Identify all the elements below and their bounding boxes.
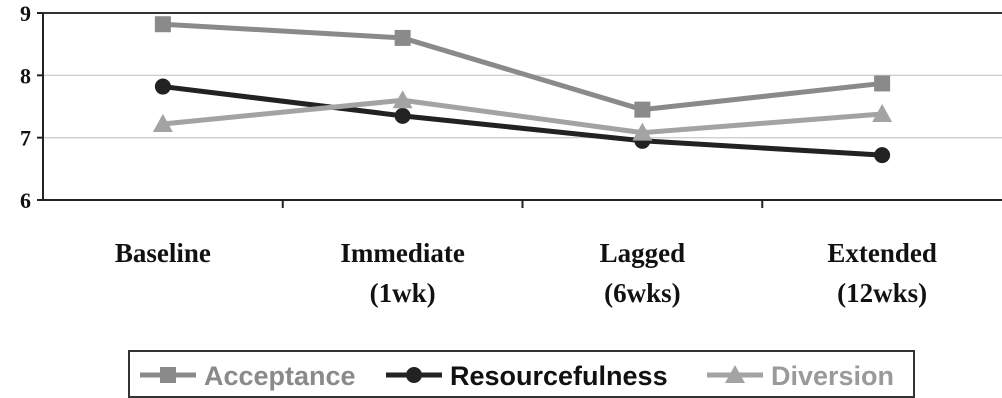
- x-tick-label: (1wk): [370, 278, 436, 308]
- series-diversion: [152, 90, 893, 141]
- series-acceptance: [154, 16, 891, 118]
- legend-label: Diversion: [771, 361, 894, 391]
- y-tick-label: 6: [20, 188, 31, 213]
- series-line: [162, 97, 883, 136]
- y-tick-label: 7: [20, 126, 31, 151]
- x-tick-label: Immediate: [340, 238, 464, 268]
- data-point: [632, 122, 653, 141]
- legend-marker: [406, 367, 422, 383]
- legend: Acceptance Resourcefulness Diversion: [128, 350, 915, 398]
- legend-marker: [160, 367, 176, 383]
- x-tick-label: Extended: [827, 238, 937, 268]
- x-tick-label: Lagged: [600, 238, 686, 268]
- legend-item-acceptance: Acceptance: [140, 361, 356, 391]
- legend-marker: [725, 365, 745, 383]
- data-point: [154, 78, 171, 95]
- x-tick-label: (12wks): [837, 278, 927, 308]
- data-point: [874, 75, 891, 92]
- y-tick-label: 9: [20, 1, 31, 26]
- data-point: [392, 90, 413, 109]
- data-point: [394, 107, 411, 124]
- x-tick-label: Baseline: [115, 238, 211, 268]
- legend-item-diversion: Diversion: [707, 361, 894, 391]
- y-axis-labels: 6 7 8 9: [20, 1, 31, 213]
- series-group: [152, 16, 893, 164]
- data-point: [152, 113, 173, 132]
- data-point: [872, 103, 893, 122]
- data-point: [394, 29, 411, 46]
- series-line: [162, 21, 883, 113]
- legend-box: [128, 350, 915, 398]
- x-tick-label: (6wks): [604, 278, 681, 308]
- series-line: [162, 84, 883, 158]
- axes: [37, 12, 1002, 208]
- data-point: [874, 147, 891, 164]
- data-point: [154, 16, 171, 33]
- series-resourcefulness: [154, 78, 891, 164]
- legend-item-resourcefulness: Resourcefulness: [386, 361, 668, 391]
- x-axis-labels: Baseline Immediate (1wk) Lagged (6wks) Extend…: [115, 238, 937, 308]
- legend-label: Resourcefulness: [450, 361, 668, 391]
- y-tick-label: 8: [20, 63, 31, 88]
- data-point: [634, 101, 651, 118]
- legend-label: Acceptance: [204, 361, 356, 391]
